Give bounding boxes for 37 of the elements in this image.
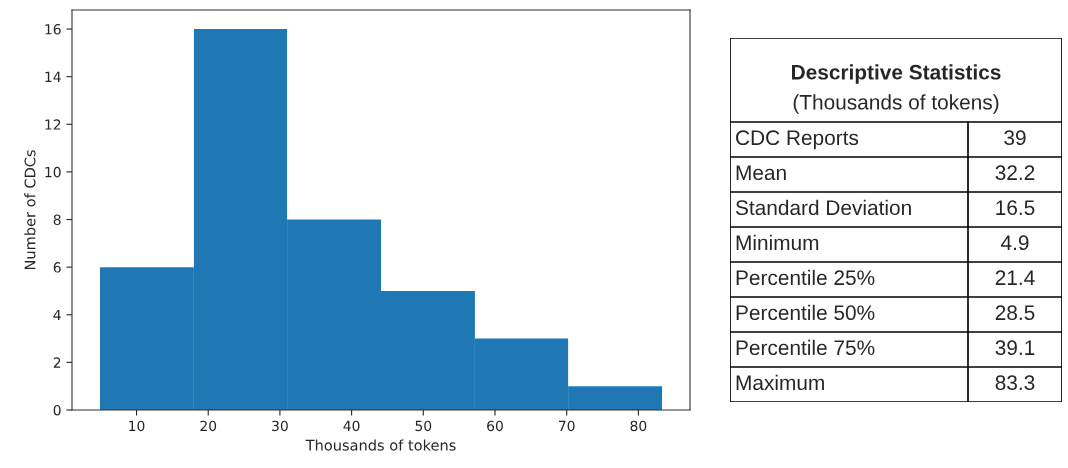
category-label: Mean bbox=[736, 165, 786, 181]
data-label: 16.5 bbox=[996, 200, 1035, 216]
y-tick-label: 6 bbox=[53, 262, 61, 273]
category-label: Percentile 50% bbox=[736, 304, 875, 321]
y-axis-title: Number of CDCs bbox=[24, 150, 36, 270]
data-label: 4.9 bbox=[1001, 235, 1029, 251]
data-label: 83.3 bbox=[995, 375, 1035, 391]
x-tick-label: 10 bbox=[129, 420, 145, 432]
category-label: CDC Reports bbox=[736, 130, 859, 150]
y-tick-label: 2 bbox=[53, 357, 61, 368]
x-axis-title: Thousands of tokens bbox=[305, 439, 456, 451]
data-label: 39 bbox=[1004, 130, 1026, 146]
y-tick-label: 16 bbox=[45, 24, 61, 35]
x-tick-label: 20 bbox=[200, 420, 217, 432]
y-tick-label: 0 bbox=[53, 404, 61, 416]
y-tick-label: 14 bbox=[45, 71, 61, 82]
y-tick-label: 12 bbox=[45, 119, 61, 130]
y-tick-label: 10 bbox=[45, 166, 61, 178]
category-label: Maximum bbox=[736, 374, 824, 391]
x-tick-label: 80 bbox=[630, 420, 647, 432]
y-tick-label: 8 bbox=[53, 214, 61, 225]
data-label: 32.2 bbox=[995, 165, 1035, 181]
x-tick-label: 40 bbox=[343, 420, 360, 432]
y-tick-label: 4 bbox=[53, 309, 61, 321]
category-label: Percentile 25% bbox=[736, 269, 875, 286]
data-label: 28.5 bbox=[995, 305, 1035, 321]
x-tick-label: 30 bbox=[272, 420, 288, 432]
category-label: Percentile 75% bbox=[736, 339, 875, 356]
category-label: Minimum bbox=[736, 234, 819, 251]
x-tick-label: 50 bbox=[415, 420, 432, 432]
x-tick-label: 60 bbox=[487, 420, 503, 432]
data-label: 39.1 bbox=[995, 340, 1035, 356]
text: (Thousands of tokens) bbox=[793, 94, 999, 114]
data-label: 21.4 bbox=[995, 270, 1035, 285]
text: Descriptive Statistics bbox=[792, 64, 1001, 84]
category-label: Standard Deviation bbox=[735, 199, 911, 216]
x-tick-label: 70 bbox=[558, 420, 575, 432]
